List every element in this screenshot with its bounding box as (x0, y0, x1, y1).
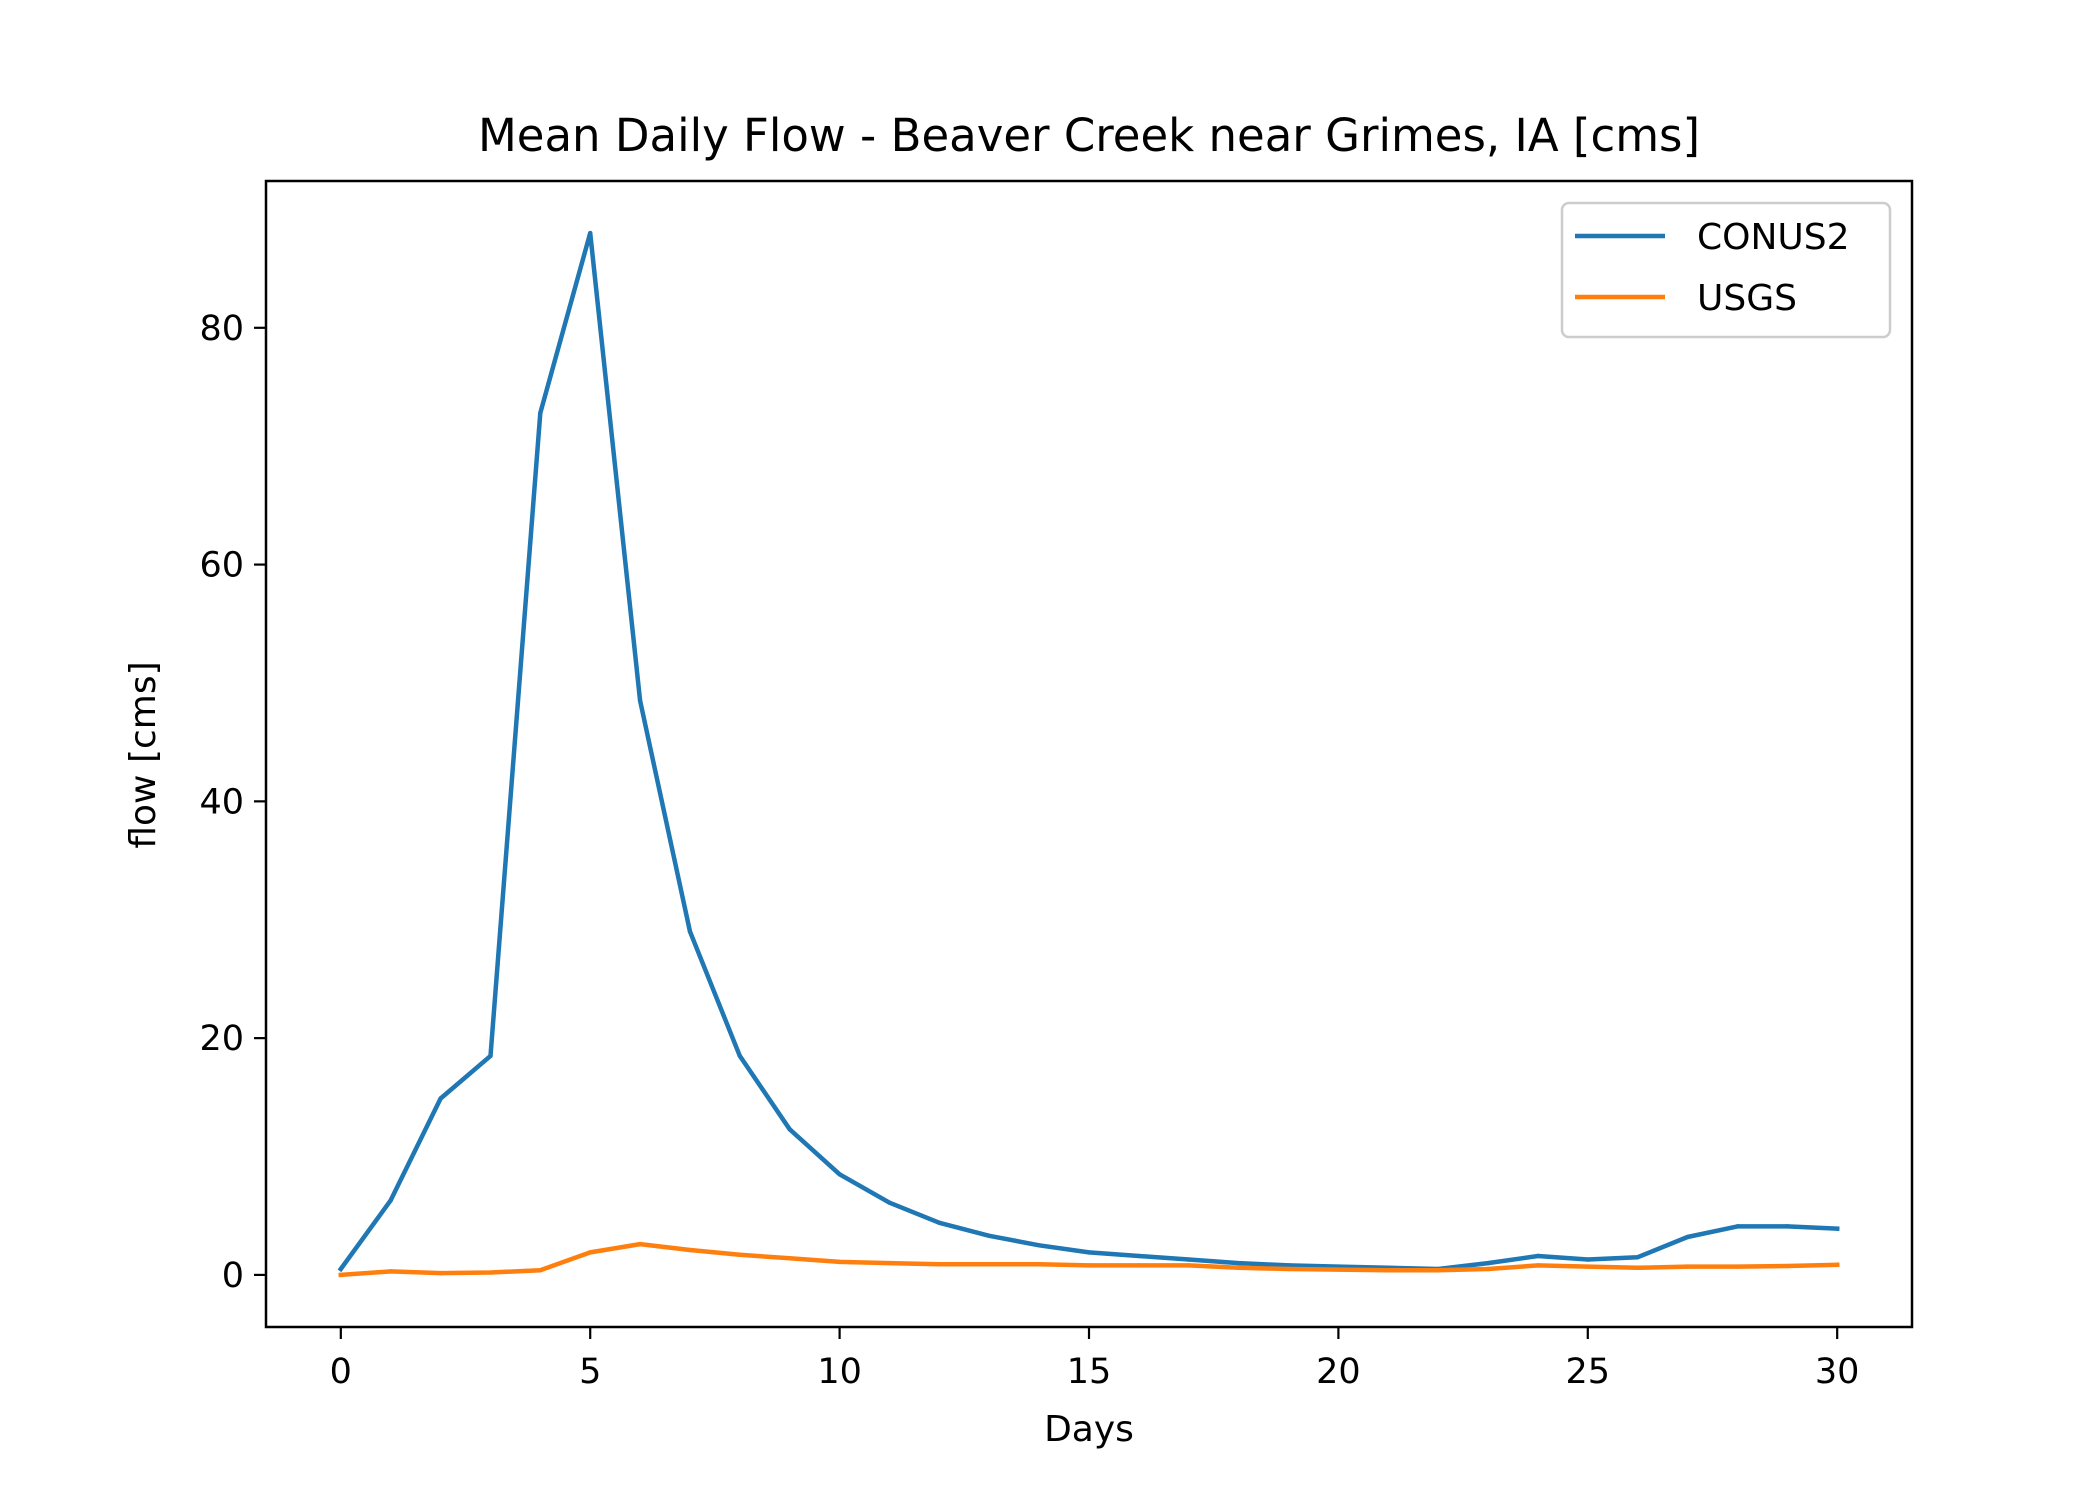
data-point-usgs-23 (1485, 1266, 1491, 1272)
data-point-usgs-14 (1036, 1262, 1042, 1267)
y-tick-label-0: 0 (222, 1256, 244, 1296)
y-tick-label-40: 40 (199, 782, 244, 822)
y-axis-label: flow [cms] (123, 661, 164, 848)
data-point-usgs-9 (787, 1256, 792, 1261)
chart-title: Mean Daily Flow - Beaver Creek near Grim… (478, 109, 1700, 162)
data-point-usgs-5 (588, 1250, 593, 1255)
x-tick-label-5: 5 (579, 1352, 601, 1392)
data-point-conus2-8 (737, 1053, 743, 1059)
data-point-usgs-11 (887, 1260, 892, 1266)
data-point-conus2-29 (1785, 1224, 1790, 1229)
x-tick-label-25: 25 (1566, 1352, 1611, 1392)
legend-label-conus2: CONUS2 (1697, 217, 1850, 258)
data-point-conus2-10 (837, 1172, 842, 1177)
data-point-usgs-29 (1785, 1263, 1790, 1269)
data-point-usgs-16 (1136, 1263, 1142, 1268)
data-point-usgs-28 (1735, 1264, 1740, 1269)
data-point-conus2-30 (1834, 1226, 1840, 1231)
data-point-usgs-24 (1535, 1263, 1541, 1268)
data-point-conus2-2 (438, 1096, 443, 1101)
data-point-conus2-19 (1286, 1263, 1291, 1268)
y-axis: 0 20 40 60 80 (199, 309, 266, 1296)
data-point-conus2-5 (588, 230, 593, 236)
x-tick-label-10: 10 (817, 1352, 862, 1392)
data-point-conus2-17 (1186, 1257, 1191, 1262)
data-point-usgs-26 (1635, 1265, 1640, 1271)
data-point-usgs-21 (1386, 1267, 1391, 1273)
data-point-conus2-1 (388, 1198, 393, 1203)
x-tick-label-20: 20 (1316, 1352, 1361, 1392)
y-tick-label-20: 20 (199, 1019, 244, 1059)
data-point-usgs-30 (1834, 1262, 1840, 1268)
data-point-usgs-2 (438, 1270, 443, 1276)
data-point-conus2-7 (687, 929, 693, 934)
data-point-usgs-12 (937, 1262, 942, 1267)
legend: CONUS2 USGS (1560, 201, 1892, 339)
data-point-usgs-27 (1685, 1264, 1690, 1269)
data-point-usgs-19 (1286, 1266, 1291, 1272)
x-axis-label: Days (1044, 1409, 1134, 1450)
data-point-usgs-10 (837, 1259, 842, 1265)
x-tick-label-0: 0 (330, 1352, 352, 1392)
data-point-usgs-0 (338, 1272, 344, 1278)
data-point-conus2-18 (1236, 1260, 1241, 1266)
data-point-usgs-6 (637, 1241, 643, 1247)
data-point-usgs-15 (1086, 1263, 1092, 1268)
data-point-usgs-25 (1585, 1264, 1590, 1269)
x-tick-label-30: 30 (1815, 1352, 1860, 1392)
data-point-usgs-3 (488, 1270, 493, 1275)
y-tick-label-60: 60 (199, 546, 244, 586)
data-point-usgs-1 (388, 1269, 393, 1274)
data-point-conus2-15 (1086, 1250, 1092, 1255)
x-axis: 0 5 10 15 20 25 30 (330, 1327, 1860, 1392)
data-point-usgs-17 (1186, 1263, 1191, 1268)
data-point-conus2-16 (1136, 1253, 1142, 1259)
data-point-usgs-22 (1435, 1267, 1441, 1273)
data-point-conus2-28 (1735, 1224, 1740, 1229)
data-point-conus2-4 (538, 410, 543, 416)
data-point-conus2-25 (1585, 1257, 1590, 1262)
data-point-usgs-8 (737, 1252, 743, 1257)
data-point-conus2-11 (887, 1200, 892, 1205)
data-point-conus2-9 (787, 1127, 792, 1132)
x-tick-label-15: 15 (1067, 1352, 1112, 1392)
data-point-conus2-14 (1036, 1243, 1042, 1248)
data-point-conus2-27 (1685, 1234, 1690, 1240)
data-point-conus2-3 (488, 1053, 493, 1059)
data-point-conus2-24 (1535, 1253, 1541, 1259)
data-point-usgs-7 (687, 1247, 693, 1253)
y-tick-label-80: 80 (199, 309, 244, 349)
data-point-conus2-13 (987, 1233, 992, 1239)
data-point-conus2-6 (637, 698, 643, 703)
data-point-usgs-18 (1236, 1265, 1241, 1271)
data-point-conus2-26 (1635, 1254, 1640, 1260)
data-point-usgs-13 (987, 1262, 992, 1267)
data-point-usgs-20 (1336, 1267, 1341, 1272)
data-point-conus2-12 (937, 1220, 942, 1226)
data-point-conus2-0 (338, 1266, 344, 1272)
data-point-conus2-23 (1485, 1260, 1491, 1266)
legend-label-usgs: USGS (1697, 278, 1797, 319)
data-point-usgs-4 (538, 1267, 543, 1273)
series-layer (337, 230, 1840, 1278)
